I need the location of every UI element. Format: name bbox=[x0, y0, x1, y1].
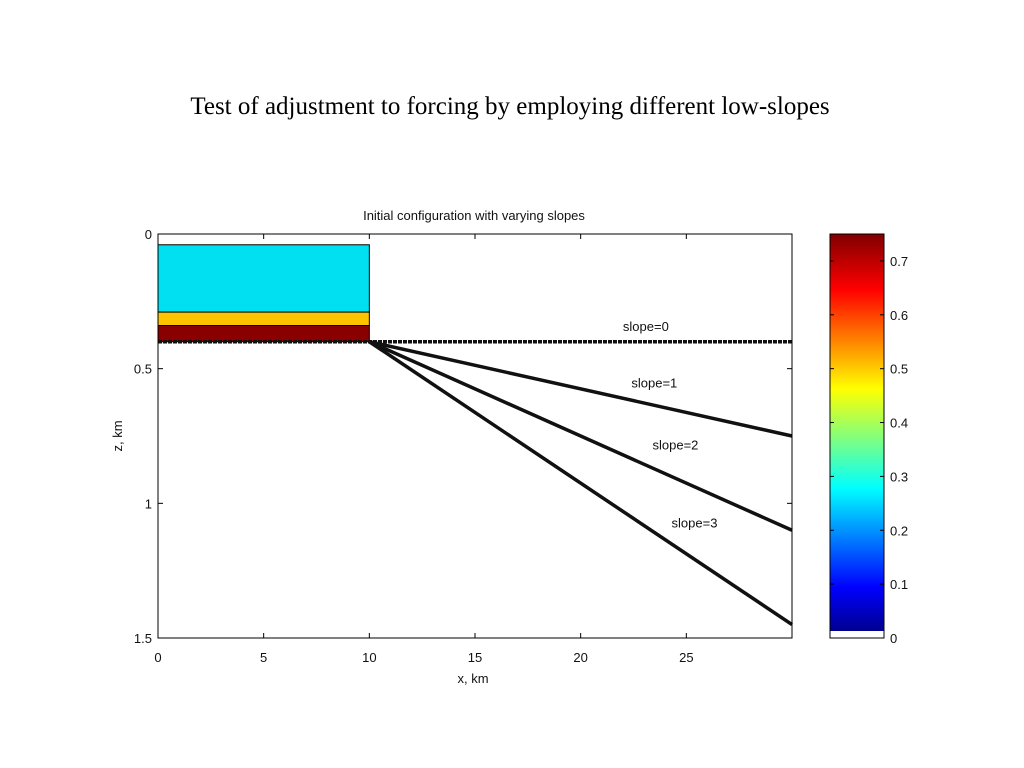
series-line-slope-1 bbox=[368, 340, 793, 438]
colorbar: 0 0.1 0.2 0.3 0.4 0.5 0.6 0.7 bbox=[829, 233, 908, 646]
layer-1 bbox=[157, 244, 370, 313]
series-label-slope-1: slope=1 bbox=[631, 376, 677, 391]
colorbar-tick-label: 0.5 bbox=[890, 362, 908, 377]
series-line-slope-3 bbox=[368, 340, 793, 626]
x-tick-label: 0 bbox=[154, 650, 161, 665]
series-label-slope-2: slope=2 bbox=[653, 437, 699, 452]
y-tick-label: 1.5 bbox=[134, 631, 152, 646]
series-label-slope-3: slope=3 bbox=[672, 516, 718, 531]
colorbar-tick-label: 0.6 bbox=[890, 308, 908, 323]
x-tick-label: 15 bbox=[468, 650, 482, 665]
colorbar-frame bbox=[829, 233, 885, 639]
layer-3 bbox=[157, 325, 370, 343]
x-tick-label: 20 bbox=[573, 650, 587, 665]
y-axis-label: z, km bbox=[110, 420, 125, 451]
colorbar-tick-label: 0.1 bbox=[890, 577, 908, 592]
colorbar-tick-label: 0.4 bbox=[890, 416, 908, 431]
colorbar-gradient bbox=[830, 234, 884, 631]
y-tick-label: 1 bbox=[145, 496, 152, 511]
x-tick-label: 10 bbox=[362, 650, 376, 665]
chart-title: Initial configuration with varying slope… bbox=[363, 208, 585, 223]
y-tick-label: 0.5 bbox=[134, 362, 152, 377]
series-label-slope-0: slope=0 bbox=[623, 319, 669, 334]
colorbar-white-band bbox=[830, 631, 884, 638]
y-tick-label: 0 bbox=[145, 227, 152, 242]
colorbar-tick-label: 0.7 bbox=[890, 254, 908, 269]
layer-2 bbox=[157, 311, 370, 327]
x-axis-label: x, km bbox=[457, 671, 488, 686]
x-tick-label: 5 bbox=[260, 650, 267, 665]
colorbar-tick-label: 0.2 bbox=[890, 523, 908, 538]
plot-area: 0 5 10 15 20 25 0 0.5 1 1.5 slope=0 slope=1 slope=… bbox=[134, 227, 793, 665]
colorbar-tick-label: 0 bbox=[890, 631, 897, 646]
series-line-slope-2 bbox=[368, 340, 793, 532]
x-tick-label: 25 bbox=[679, 650, 693, 665]
slide-title: Test of adjustment to forcing by employi… bbox=[190, 93, 830, 120]
colorbar-tick-label: 0.3 bbox=[890, 469, 908, 484]
